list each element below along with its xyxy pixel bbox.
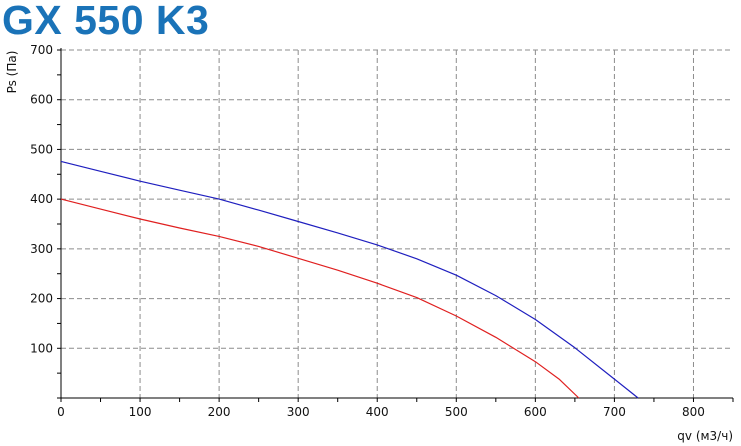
y-tick-label: 300 — [30, 242, 53, 256]
y-tick-label: 600 — [30, 93, 53, 107]
series-group — [60, 160, 639, 399]
y-tick-labels: 100 200 300 400 500 600 700 — [30, 43, 53, 355]
x-tick-label: 300 — [287, 405, 310, 419]
x-tick-label: 200 — [208, 405, 231, 419]
y-tick-label: 200 — [30, 292, 53, 306]
chart-title: GX 550 K3 — [2, 0, 210, 43]
y-axis-label: Ps (Па) — [5, 51, 19, 94]
y-tick-label: 700 — [30, 43, 53, 57]
minor-ticks — [57, 49, 734, 402]
x-tick-label: 800 — [682, 405, 705, 419]
x-tick-label: 600 — [524, 405, 547, 419]
x-tick-label: 0 — [57, 405, 65, 419]
y-tick-label: 400 — [30, 192, 53, 206]
grid-lines — [61, 49, 733, 398]
y-tick-label: 100 — [30, 341, 53, 355]
series-line-1 — [60, 160, 639, 399]
x-tick-label: 400 — [366, 405, 389, 419]
x-axis-label: qv (м3/ч) — [677, 429, 733, 443]
series-line-2 — [60, 198, 580, 399]
y-tick-label: 500 — [30, 142, 53, 156]
x-tick-label: 500 — [445, 405, 468, 419]
axes — [60, 48, 733, 399]
x-tick-label: 100 — [129, 405, 152, 419]
x-tick-labels: 0 100 200 300 400 500 600 700 800 — [57, 405, 705, 419]
x-tick-label: 700 — [603, 405, 626, 419]
